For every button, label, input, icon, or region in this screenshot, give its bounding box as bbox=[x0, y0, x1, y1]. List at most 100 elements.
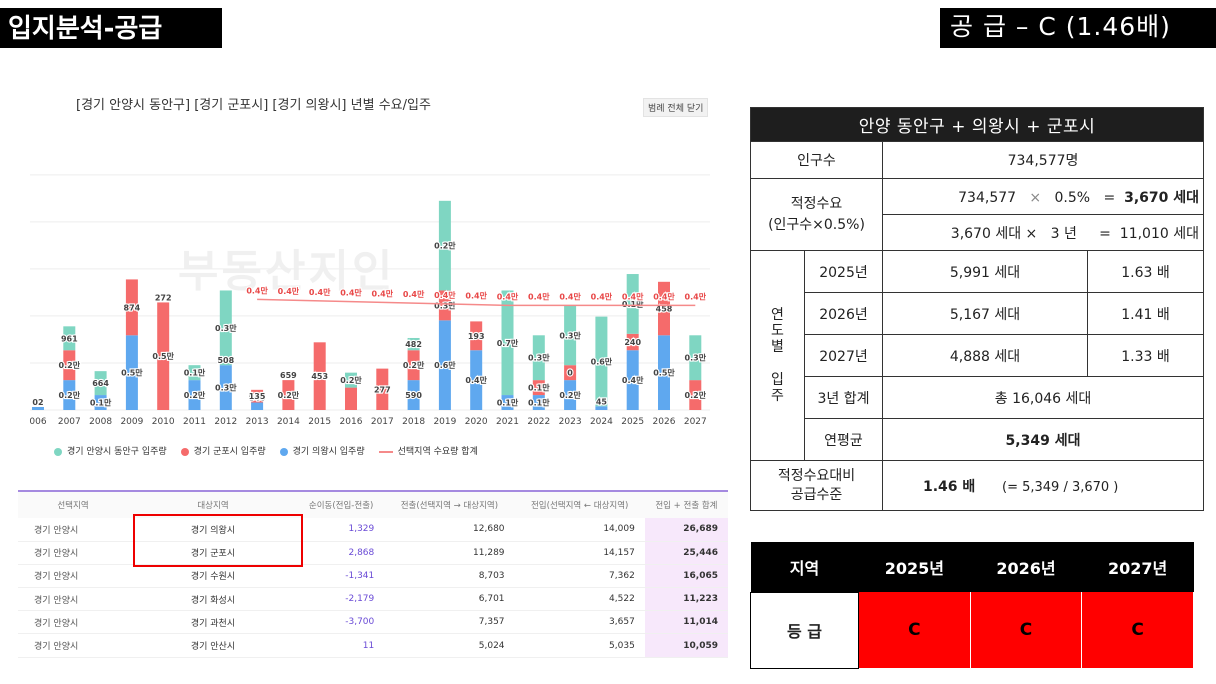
bar-data-label: 0.2만 bbox=[403, 360, 425, 370]
bar-segment bbox=[219, 365, 232, 410]
bar-segment bbox=[251, 389, 264, 403]
x-tick-label: 2019 bbox=[433, 417, 456, 427]
x-tick-label: 2018 bbox=[402, 417, 425, 427]
bar-segment bbox=[564, 305, 577, 366]
legend-item-demand[interactable]: 선택지역 수요량 합계 bbox=[378, 444, 478, 457]
col-header[interactable]: 전입 + 전출 합계 bbox=[644, 490, 728, 518]
supply-side-label: 연 도 별 입 주 bbox=[750, 250, 805, 461]
grade-year-header: 2027년 bbox=[1081, 542, 1194, 592]
demand-data-label: 0.4만 bbox=[497, 291, 519, 301]
demand-data-label: 0.4만 bbox=[559, 291, 581, 301]
bar-data-label: 02 bbox=[32, 398, 43, 407]
col-header[interactable]: 선택지역 bbox=[18, 490, 128, 518]
bar-segment bbox=[313, 342, 326, 410]
bar-data-label: 961 bbox=[61, 334, 78, 343]
legend-close-all-button[interactable]: 범례 전체 닫기 bbox=[643, 98, 709, 117]
demand-row-1: 734,577 × 0.5% = 3,670 세대 bbox=[882, 178, 1204, 215]
col-header[interactable]: 전출(선택지역 → 대상지역) bbox=[384, 490, 515, 518]
population-value: 734,577명 bbox=[882, 141, 1204, 179]
bar-segment bbox=[407, 337, 420, 351]
total-value: 총 16,046 세대 bbox=[882, 376, 1204, 419]
grade-year-header: 2025년 bbox=[858, 542, 971, 592]
table-cell: 14,009 bbox=[514, 518, 645, 542]
demand-data-label: 0.4만 bbox=[622, 291, 644, 301]
bar-segment bbox=[438, 200, 451, 291]
table-cell: -1,341 bbox=[298, 564, 385, 589]
bar-data-label: 0.1만 bbox=[528, 398, 550, 408]
year-units: 5,167 세대 bbox=[882, 292, 1088, 335]
supply-demand-chart: 006 2007 2008 2009 2010 2011 2012 2013 2014 2015 2… bbox=[29, 174, 710, 427]
highlight-box bbox=[133, 514, 303, 567]
bar-segment bbox=[438, 320, 451, 410]
legend-item-uiwang[interactable]: 경기 의왕시 입주량 bbox=[279, 444, 365, 457]
table-row[interactable]: 경기 안양시 경기 안산시 11 5,024 5,035 10,059 bbox=[18, 633, 728, 658]
table-cell: 11,223 bbox=[644, 587, 728, 612]
bar-data-label: 0.2만 bbox=[184, 390, 206, 400]
bar-segment bbox=[345, 372, 357, 388]
bar-data-label: 664 bbox=[92, 379, 109, 388]
bar-segment bbox=[595, 406, 608, 410]
bar-data-label: 0.3만 bbox=[434, 300, 456, 310]
bar-data-label: 0.3만 bbox=[528, 353, 550, 363]
bar-data-label: 0.2만 bbox=[278, 390, 300, 400]
x-tick-label: 2020 bbox=[465, 417, 488, 427]
bar-data-label: 0.3만 bbox=[559, 330, 581, 340]
table-cell: 3,657 bbox=[514, 610, 645, 635]
table-cell: 경기 안양시 bbox=[18, 541, 128, 565]
table-header-row: 선택지역 대상지역 순이동(전입-전출) 전출(선택지역 → 대상지역) 전입(… bbox=[18, 490, 728, 518]
table-row[interactable]: 경기 안양시 경기 과천시 -3,700 7,357 3,657 11,014 bbox=[18, 610, 728, 635]
bar-segment bbox=[125, 335, 138, 410]
col-header[interactable]: 대상지역 bbox=[128, 490, 298, 518]
bar-segment bbox=[282, 380, 295, 410]
bar-data-label: 0.1만 bbox=[528, 383, 550, 393]
demand-data-label: 0.4만 bbox=[340, 288, 362, 298]
table-cell: 4,522 bbox=[514, 587, 645, 612]
bar-data-label: 0.6만 bbox=[591, 356, 613, 366]
bar-segment bbox=[532, 395, 545, 410]
grade-row-label: 등 급 bbox=[750, 591, 859, 669]
bar-data-label: 0.2만 bbox=[685, 390, 707, 400]
table-cell: 8,703 bbox=[384, 564, 515, 589]
table-cell: 10,059 bbox=[644, 633, 728, 658]
table-cell: 11,014 bbox=[644, 610, 728, 635]
legend-item-dongan[interactable]: 경기 안양시 동안구 입주량 bbox=[54, 444, 167, 457]
table-row[interactable]: 경기 안양시 경기 군포시 2,868 11,289 14,157 25,446 bbox=[18, 541, 728, 565]
grade-region-header: 지역 bbox=[750, 542, 859, 592]
table-row[interactable]: 경기 안양시 경기 수원시 -1,341 8,703 7,362 16,065 bbox=[18, 564, 728, 589]
table-cell: 16,065 bbox=[644, 564, 728, 589]
bar-segment bbox=[125, 279, 138, 336]
table-cell: 7,362 bbox=[514, 564, 645, 589]
demand-data-label: 0.4만 bbox=[403, 289, 425, 299]
bar-data-label: 0.4만 bbox=[622, 375, 644, 385]
demand-data-label: 0.4만 bbox=[372, 288, 394, 298]
bar-data-label: 0.2만 bbox=[434, 241, 456, 251]
table-cell: 5,035 bbox=[514, 633, 645, 658]
table-cell: 14,157 bbox=[514, 541, 645, 565]
avg-label: 연평균 bbox=[804, 418, 883, 461]
col-header[interactable]: 순이동(전입-전출) bbox=[298, 490, 385, 518]
table-cell: 7,357 bbox=[384, 610, 515, 635]
bar-segment bbox=[532, 335, 545, 381]
year-label: 2025년 bbox=[804, 250, 883, 293]
table-row[interactable]: 경기 안양시 경기 의왕시 1,329 12,680 14,009 26,689 bbox=[18, 518, 728, 542]
x-tick-label: 2026 bbox=[653, 417, 676, 427]
table-cell: 6,701 bbox=[384, 587, 515, 612]
demand-data-label: 0.4만 bbox=[685, 291, 707, 301]
bar-segment bbox=[219, 290, 232, 366]
legend-item-gunpo[interactable]: 경기 군포시 입주량 bbox=[180, 444, 266, 457]
legend-line-icon bbox=[378, 450, 393, 453]
table-cell: 경기 안양시 bbox=[18, 633, 128, 658]
bar-segment bbox=[63, 326, 76, 351]
table-row[interactable]: 경기 안양시 경기 화성시 -2,179 6,701 4,522 11,223 bbox=[18, 587, 728, 612]
bar-data-label: 0.2만 bbox=[59, 390, 81, 400]
bar-segment bbox=[626, 333, 639, 351]
demand-data-label: 0.4만 bbox=[246, 285, 268, 295]
bar-segment bbox=[501, 290, 514, 396]
x-tick-label: 2025 bbox=[621, 417, 644, 427]
bar-data-label: 0.5만 bbox=[121, 368, 143, 378]
x-tick-label: 2021 bbox=[496, 417, 519, 427]
x-tick-label: 006 bbox=[29, 417, 46, 427]
table-cell: 경기 안양시 bbox=[18, 564, 128, 589]
bar-segment bbox=[251, 402, 264, 410]
col-header[interactable]: 전입(선택지역 ← 대상지역) bbox=[514, 490, 645, 518]
